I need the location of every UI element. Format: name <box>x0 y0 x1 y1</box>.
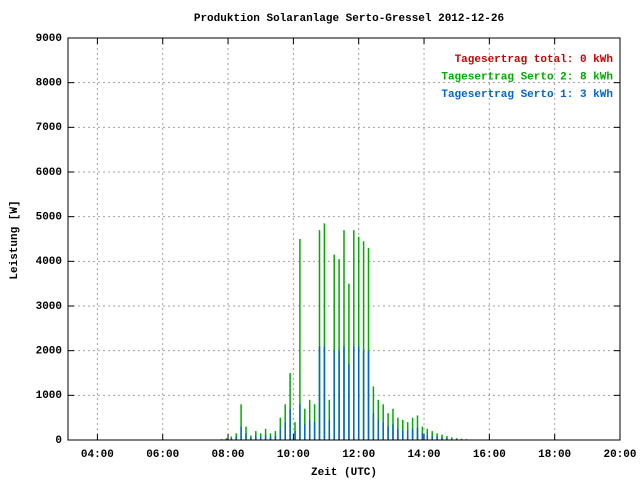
x-tick-label: 16:00 <box>473 449 506 461</box>
x-tick-label: 18:00 <box>538 449 571 461</box>
y-axis-label: Leistung [W] <box>9 200 21 279</box>
y-tick-label: 9000 <box>36 33 62 45</box>
y-tick-label: 2000 <box>36 346 62 358</box>
y-tick-label: 4000 <box>36 256 62 268</box>
x-tick-label: 20:00 <box>603 449 636 461</box>
x-tick-label: 10:00 <box>277 449 310 461</box>
x-tick-label: 12:00 <box>342 449 375 461</box>
y-tick-label: 8000 <box>36 78 62 90</box>
x-tick-label: 08:00 <box>212 449 245 461</box>
legend-entry: Tagesertrag Serto 1: 3 kWh <box>441 89 613 101</box>
x-tick-label: 14:00 <box>408 449 441 461</box>
y-tick-label: 0 <box>55 435 62 447</box>
plot-frame <box>67 37 621 441</box>
legend-entry: Tagesertrag Serto 2: 8 kWh <box>441 71 613 83</box>
chart-title: Produktion Solaranlage Serto-Gressel 201… <box>194 13 504 25</box>
x-axis-label: Zeit (UTC) <box>311 467 377 479</box>
y-tick-label: 3000 <box>36 301 62 313</box>
legend-entry: Tagesertrag total: 0 kWh <box>455 54 613 66</box>
y-tick-label: 6000 <box>36 167 62 179</box>
y-tick-label: 5000 <box>36 212 62 224</box>
x-tick-label: 04:00 <box>81 449 114 461</box>
y-tick-label: 1000 <box>36 390 62 402</box>
y-tick-label: 7000 <box>36 122 62 134</box>
x-tick-label: 06:00 <box>146 449 179 461</box>
